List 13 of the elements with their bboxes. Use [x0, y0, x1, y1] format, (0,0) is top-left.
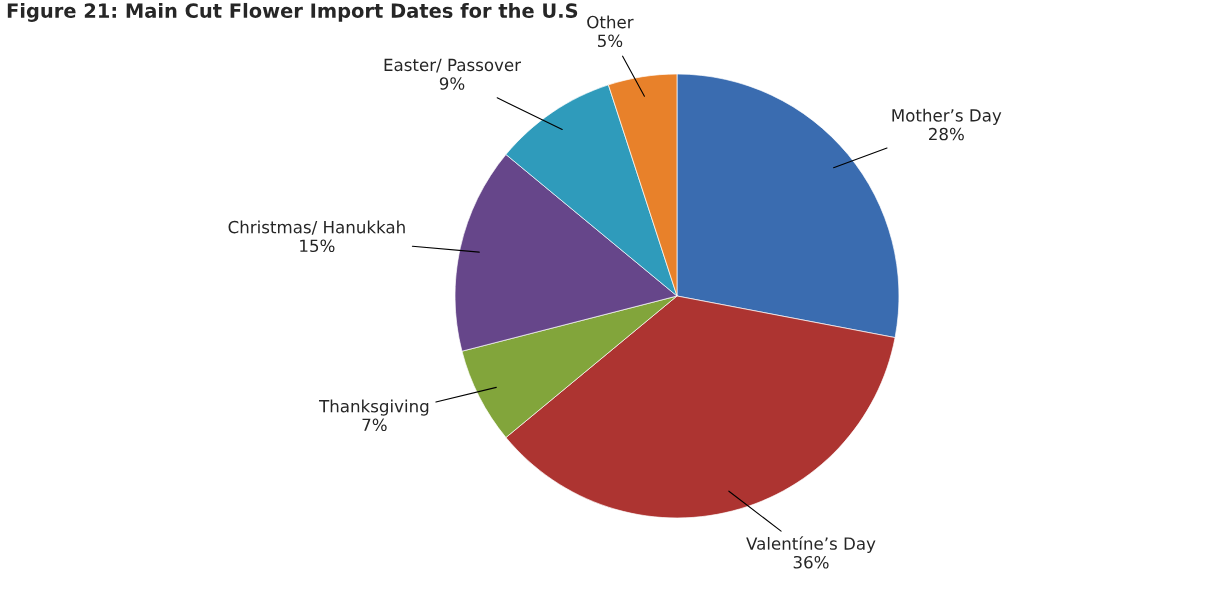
slice-label: Christmas/ Hanukkah — [228, 220, 405, 235]
data-label: 5% — [597, 34, 623, 48]
chart-title: Figure 21: Main Cut Flower Import Dates for the U.S — [7, 2, 578, 22]
slice-label: Mother’s Day — [892, 108, 1002, 125]
data-label: 9% — [439, 77, 465, 90]
slice-label: Valentíne’s Day — [746, 536, 876, 554]
data-label: 28% — [929, 127, 964, 141]
data-label: 15% — [300, 239, 335, 253]
data-label: 7% — [362, 418, 387, 432]
slice-label: Easter/ Passover — [384, 58, 522, 73]
slice-label: Other — [587, 15, 634, 29]
data-label: 36% — [793, 555, 829, 569]
slice-label: Thanksgiving — [319, 399, 429, 416]
